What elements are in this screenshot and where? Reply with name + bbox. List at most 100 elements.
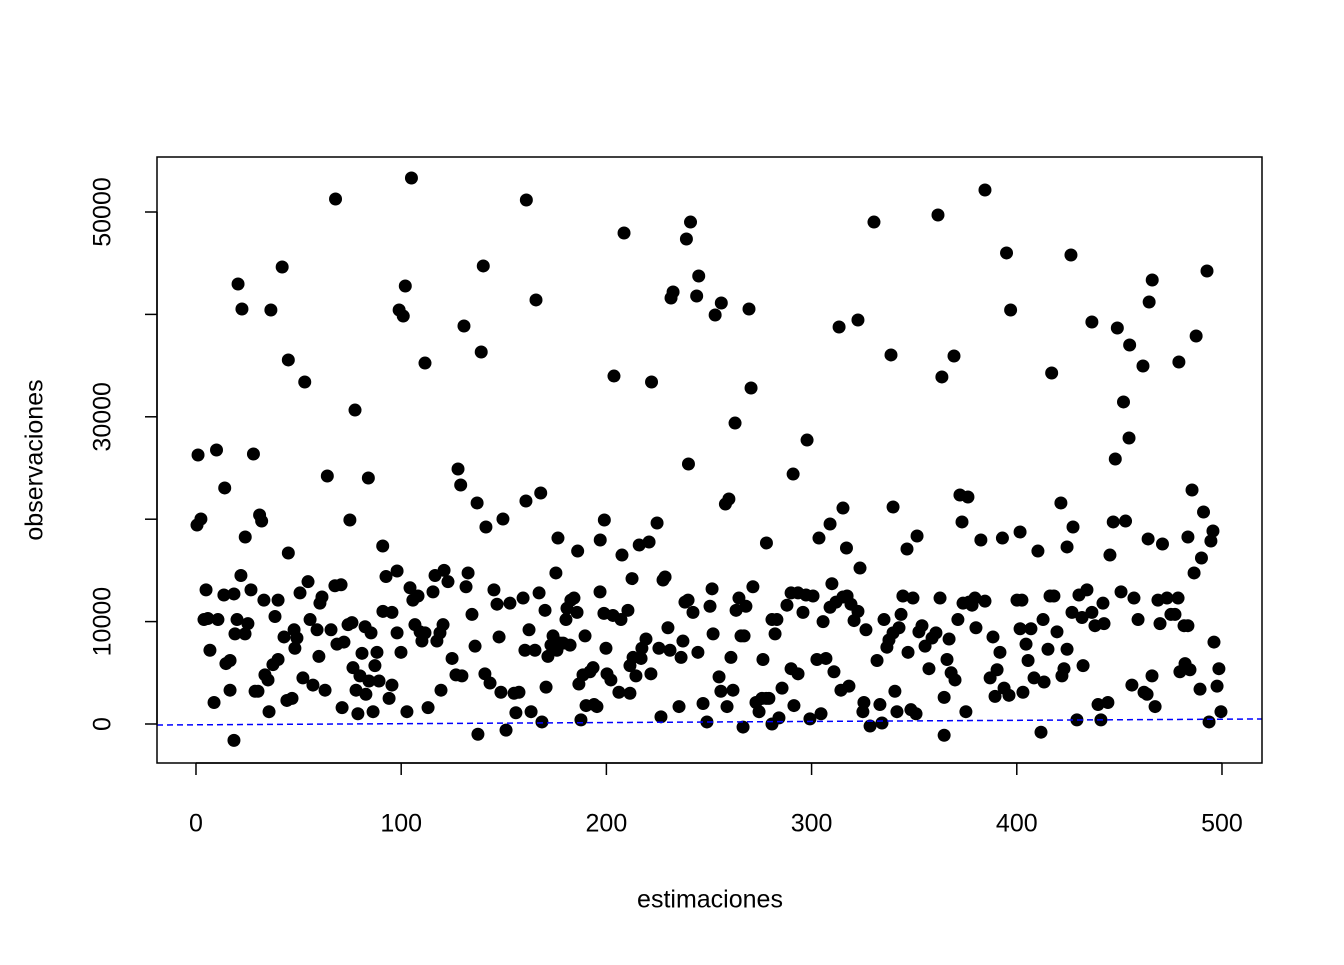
points-layer — [156, 171, 1263, 747]
point — [827, 665, 841, 679]
point — [394, 645, 408, 659]
point — [652, 641, 666, 655]
point — [275, 260, 289, 274]
point — [1181, 619, 1195, 633]
point — [379, 570, 393, 584]
point — [277, 630, 291, 644]
point — [968, 591, 982, 605]
point — [1153, 617, 1167, 631]
point — [597, 513, 611, 527]
point — [230, 613, 244, 627]
y-tick-label: 10000 — [89, 587, 117, 657]
point — [293, 586, 307, 600]
point — [870, 654, 884, 668]
point — [366, 705, 380, 719]
point — [1125, 678, 1139, 692]
point — [418, 356, 432, 370]
point — [978, 183, 992, 197]
point — [787, 699, 801, 713]
point — [361, 471, 375, 485]
point — [775, 681, 789, 695]
point — [528, 643, 542, 657]
point — [1142, 295, 1156, 309]
point — [892, 621, 906, 635]
point — [271, 593, 285, 607]
point — [1206, 524, 1220, 538]
point — [746, 580, 760, 594]
point — [471, 727, 485, 741]
x-axis-title: estimaciones — [637, 886, 783, 914]
point — [1096, 596, 1110, 610]
point — [791, 667, 805, 681]
point — [396, 309, 410, 323]
point — [720, 700, 734, 714]
point — [806, 589, 820, 603]
point — [1207, 635, 1221, 649]
point — [281, 353, 295, 367]
point — [1185, 483, 1199, 497]
point — [768, 627, 782, 641]
point — [1202, 715, 1216, 729]
point — [814, 707, 828, 721]
point — [666, 285, 680, 299]
point — [632, 538, 646, 552]
point — [519, 193, 533, 207]
point — [1183, 663, 1197, 677]
point — [559, 613, 573, 627]
point — [227, 587, 241, 601]
point — [235, 302, 249, 316]
point — [1002, 688, 1016, 702]
point — [1168, 607, 1182, 621]
point — [742, 302, 756, 316]
point — [873, 698, 887, 712]
point — [737, 629, 751, 643]
point — [255, 514, 269, 528]
point — [851, 604, 865, 618]
point — [468, 639, 482, 653]
point — [301, 575, 315, 589]
point — [571, 544, 585, 558]
point — [524, 705, 538, 719]
point — [324, 623, 338, 637]
x-tick-label: 300 — [791, 810, 833, 838]
point — [890, 705, 904, 719]
point — [969, 621, 983, 635]
point — [593, 585, 607, 599]
point — [700, 715, 714, 729]
point — [1024, 622, 1038, 636]
point — [494, 685, 508, 699]
point — [1097, 617, 1111, 631]
point — [320, 469, 334, 483]
x-tick-label: 0 — [189, 810, 203, 838]
point — [519, 494, 533, 508]
point — [1015, 593, 1029, 607]
point — [418, 626, 432, 640]
point — [390, 564, 404, 578]
point — [362, 674, 376, 688]
point — [867, 215, 881, 229]
point — [499, 723, 513, 737]
point — [476, 259, 490, 273]
point — [951, 613, 965, 627]
point — [290, 631, 304, 645]
point — [268, 609, 282, 623]
point — [474, 345, 488, 359]
point — [539, 680, 553, 694]
point — [959, 705, 973, 719]
point — [436, 618, 450, 632]
point — [1187, 566, 1201, 580]
point — [1060, 642, 1074, 656]
point — [896, 589, 910, 603]
point — [1054, 496, 1068, 510]
point — [1193, 682, 1207, 696]
point — [1123, 338, 1137, 352]
point — [894, 607, 908, 621]
point — [599, 641, 613, 655]
point — [1136, 359, 1150, 373]
point — [1091, 698, 1105, 712]
point — [1036, 613, 1050, 627]
point — [1200, 264, 1214, 278]
point — [993, 645, 1007, 659]
point — [376, 539, 390, 553]
